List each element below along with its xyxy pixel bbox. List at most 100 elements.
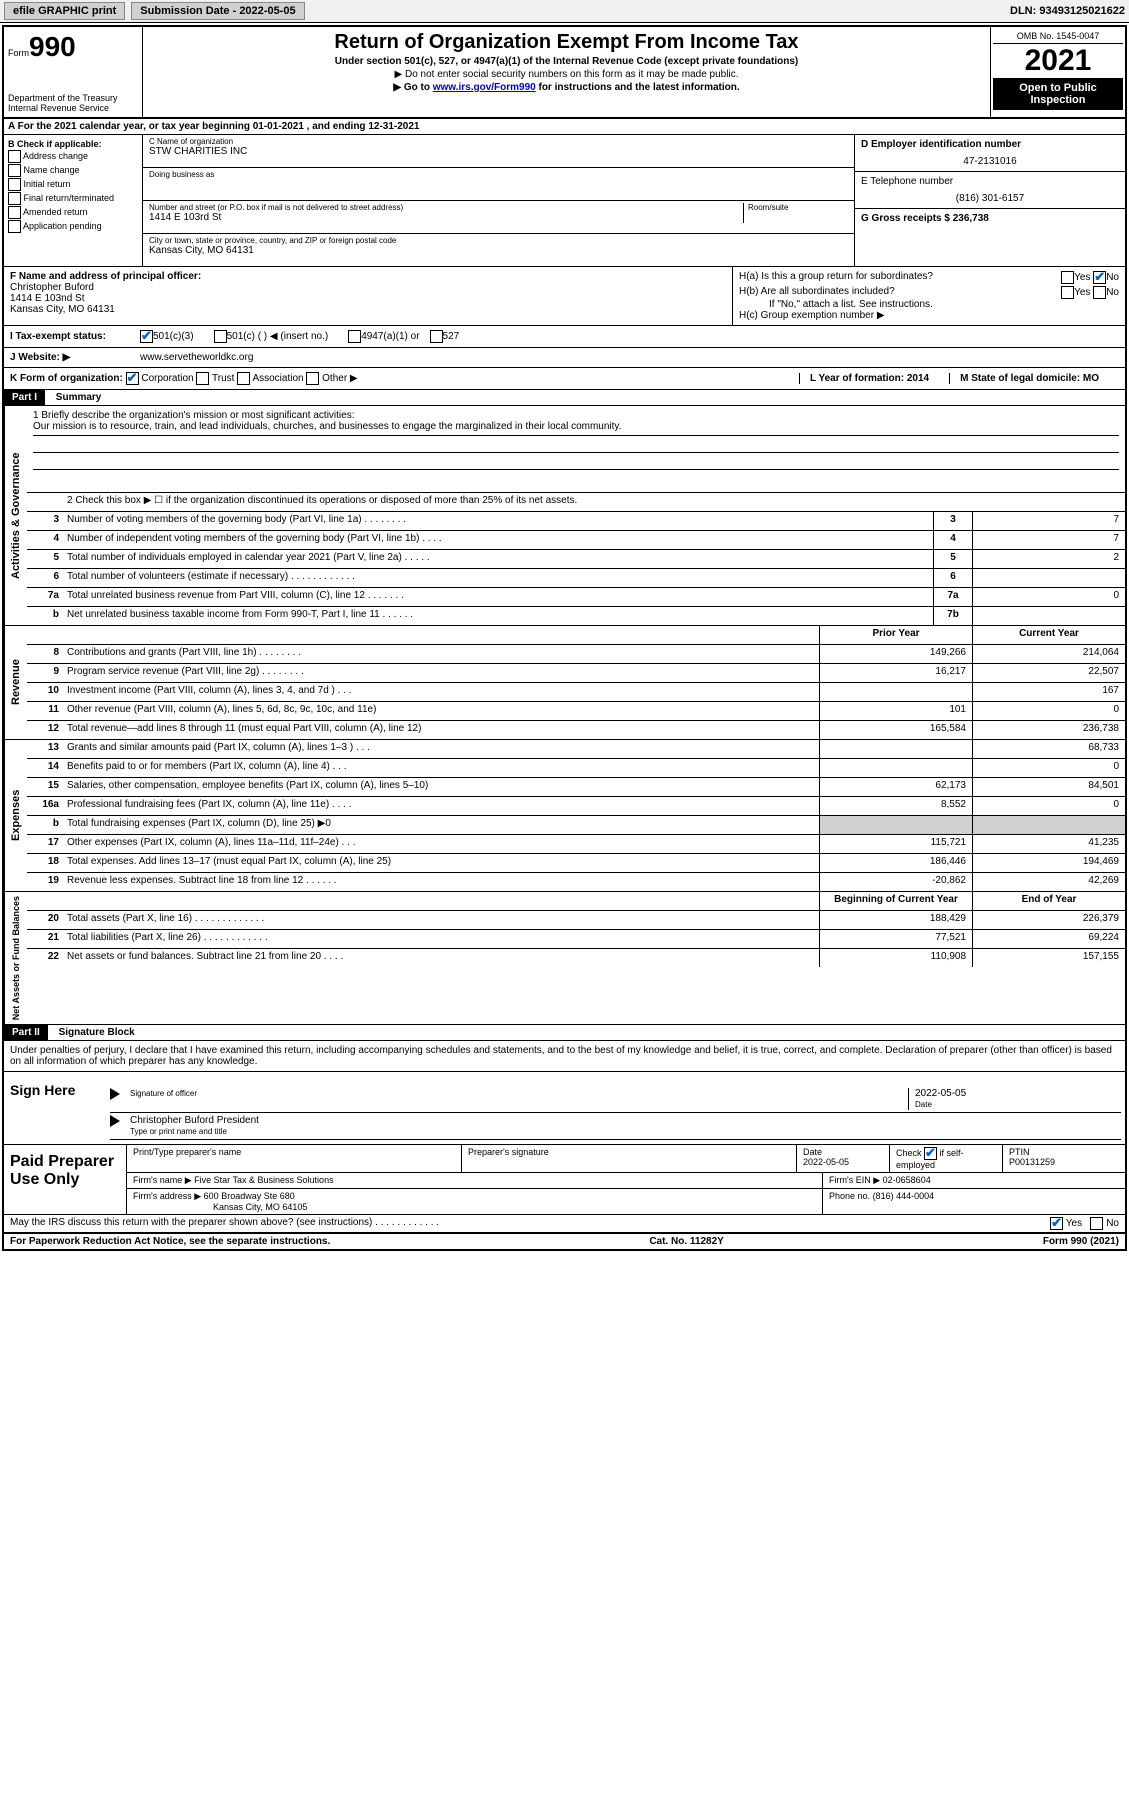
paid-preparer-block: Paid Preparer Use Only Print/Type prepar…	[4, 1144, 1125, 1214]
row-a-tax-year: A For the 2021 calendar year, or tax yea…	[4, 119, 1125, 135]
summary-line-22: 22Net assets or fund balances. Subtract …	[27, 949, 1125, 967]
ptin-value: P00131259	[1009, 1157, 1055, 1167]
part-1-governance: Activities & Governance 1 Briefly descri…	[4, 406, 1125, 626]
chk-app-pending[interactable]	[8, 220, 21, 233]
phone-value: (816) 301-6157	[861, 193, 1119, 204]
may-irs-discuss: May the IRS discuss this return with the…	[4, 1214, 1125, 1232]
form-subtitle-1: Under section 501(c), 527, or 4947(a)(1)…	[147, 56, 986, 67]
net-header-row: Beginning of Current Year End of Year	[27, 892, 1125, 911]
summary-line-3: 3Number of voting members of the governi…	[27, 512, 1125, 531]
part-1-net-assets: Net Assets or Fund Balances Beginning of…	[4, 892, 1125, 1025]
chk-name-change[interactable]	[8, 164, 21, 177]
part-2-header: Part II Signature Block	[4, 1025, 1125, 1041]
chk-501c3[interactable]	[140, 330, 153, 343]
chk-assoc[interactable]	[237, 372, 250, 385]
form-number: 990	[29, 31, 76, 62]
summary-line-10: 10Investment income (Part VIII, column (…	[27, 683, 1125, 702]
exp-side-label: Expenses	[4, 740, 27, 891]
hc-group-exemption: H(c) Group exemption number ▶	[739, 310, 1119, 321]
org-name: STW CHARITIES INC	[149, 146, 848, 157]
website-value: www.servetheworldkc.org	[140, 352, 253, 363]
h-questions: H(a) Is this a group return for subordin…	[733, 267, 1125, 325]
col-b-label: B Check if applicable:	[8, 139, 102, 149]
ein-value: 47-2131016	[861, 156, 1119, 167]
sign-here-block: Sign Here Signature of officer 2022-05-0…	[4, 1071, 1125, 1144]
chk-final-return[interactable]	[8, 192, 21, 205]
sig-date: 2022-05-05	[915, 1088, 1115, 1099]
officer-name: Christopher Buford President	[130, 1115, 1115, 1126]
form-prefix: Form	[8, 48, 29, 58]
chk-discuss-no[interactable]	[1090, 1217, 1103, 1230]
header-right: OMB No. 1545-0047 2021 Open to Public In…	[990, 27, 1125, 117]
form-subtitle-2: ▶ Do not enter social security numbers o…	[147, 69, 986, 80]
summary-line-6: 6Total number of volunteers (estimate if…	[27, 569, 1125, 588]
chk-hb-no[interactable]	[1093, 286, 1106, 299]
irs-label: Internal Revenue Service	[8, 103, 138, 113]
part-1-revenue: Revenue Prior Year Current Year 8Contrib…	[4, 626, 1125, 740]
street-address: 1414 E 103rd St	[149, 212, 739, 223]
footer: For Paperwork Reduction Act Notice, see …	[4, 1232, 1125, 1249]
chk-501c[interactable]	[214, 330, 227, 343]
summary-line-19: 19Revenue less expenses. Subtract line 1…	[27, 873, 1125, 891]
header-center: Return of Organization Exempt From Incom…	[143, 27, 990, 117]
column-c: C Name of organization STW CHARITIES INC…	[143, 135, 1125, 266]
summary-line-b: bTotal fundraising expenses (Part IX, co…	[27, 816, 1125, 835]
irs-link[interactable]: www.irs.gov/Form990	[433, 82, 536, 93]
rev-header-row: Prior Year Current Year	[27, 626, 1125, 645]
mission-block: 1 Briefly describe the organization's mi…	[27, 406, 1125, 493]
line-2: 2 Check this box ▶ ☐ if the organization…	[27, 493, 1125, 512]
chk-corp[interactable]	[126, 372, 139, 385]
form-header: Form990 Department of the Treasury Inter…	[4, 27, 1125, 119]
chk-ha-no[interactable]	[1093, 271, 1106, 284]
row-klm: K Form of organization: Corporation Trus…	[4, 368, 1125, 390]
summary-line-18: 18Total expenses. Add lines 13–17 (must …	[27, 854, 1125, 873]
efile-button[interactable]: efile GRAPHIC print	[4, 2, 125, 20]
section-bc: B Check if applicable: Address change Na…	[4, 135, 1125, 267]
ein-row: D Employer identification number 47-2131…	[855, 135, 1125, 172]
chk-amended[interactable]	[8, 206, 21, 219]
summary-line-15: 15Salaries, other compensation, employee…	[27, 778, 1125, 797]
firm-name: Five Star Tax & Business Solutions	[194, 1175, 333, 1185]
row-j-website: J Website: ▶ www.servetheworldkc.org	[4, 348, 1125, 368]
chk-self-employed[interactable]	[924, 1147, 937, 1160]
chk-trust[interactable]	[196, 372, 209, 385]
firm-ein: 02-0658604	[883, 1175, 931, 1185]
perjury-declaration: Under penalties of perjury, I declare th…	[4, 1041, 1125, 1071]
phone-row: E Telephone number (816) 301-6157	[855, 172, 1125, 209]
firm-addr: 600 Broadway Ste 680	[204, 1191, 295, 1201]
chk-527[interactable]	[430, 330, 443, 343]
org-name-row: C Name of organization STW CHARITIES INC	[143, 135, 854, 168]
city-row: City or town, state or province, country…	[143, 234, 854, 266]
row-fh: F Name and address of principal officer:…	[4, 267, 1125, 326]
gross-receipts: G Gross receipts $ 236,738	[855, 209, 1125, 228]
summary-line-21: 21Total liabilities (Part X, line 26) . …	[27, 930, 1125, 949]
k-form-org: K Form of organization: Corporation Trus…	[10, 372, 378, 385]
dln-label: DLN: 93493125021622	[1010, 5, 1125, 17]
city-state-zip: Kansas City, MO 64131	[149, 245, 848, 256]
chk-discuss-yes[interactable]	[1050, 1217, 1063, 1230]
submission-date-button[interactable]: Submission Date - 2022-05-05	[131, 2, 304, 20]
chk-hb-yes[interactable]	[1061, 286, 1074, 299]
column-b-checkboxes: B Check if applicable: Address change Na…	[4, 135, 143, 266]
header-left: Form990 Department of the Treasury Inter…	[4, 27, 143, 117]
chk-4947[interactable]	[348, 330, 361, 343]
chk-other[interactable]	[306, 372, 319, 385]
row-i-tax-status: I Tax-exempt status: 501(c)(3) 501(c) ( …	[4, 326, 1125, 348]
rev-side-label: Revenue	[4, 626, 27, 739]
dba-row: Doing business as	[143, 168, 854, 201]
prep-date: 2022-05-05	[803, 1157, 849, 1167]
summary-line-5: 5Total number of individuals employed in…	[27, 550, 1125, 569]
tax-year: 2021	[993, 44, 1123, 78]
chk-address-change[interactable]	[8, 150, 21, 163]
chk-ha-yes[interactable]	[1061, 271, 1074, 284]
omb-number: OMB No. 1545-0047	[993, 29, 1123, 44]
form-subtitle-3: ▶ Go to www.irs.gov/Form990 for instruct…	[147, 82, 986, 93]
principal-officer: F Name and address of principal officer:…	[4, 267, 733, 325]
top-toolbar: efile GRAPHIC print Submission Date - 20…	[0, 0, 1129, 23]
summary-line-11: 11Other revenue (Part VIII, column (A), …	[27, 702, 1125, 721]
summary-line-7b: bNet unrelated business taxable income f…	[27, 607, 1125, 625]
m-state-domicile: M State of legal domicile: MO	[949, 373, 1119, 384]
chk-initial-return[interactable]	[8, 178, 21, 191]
summary-line-13: 13Grants and similar amounts paid (Part …	[27, 740, 1125, 759]
mission-text: Our mission is to resource, train, and l…	[33, 421, 1119, 436]
